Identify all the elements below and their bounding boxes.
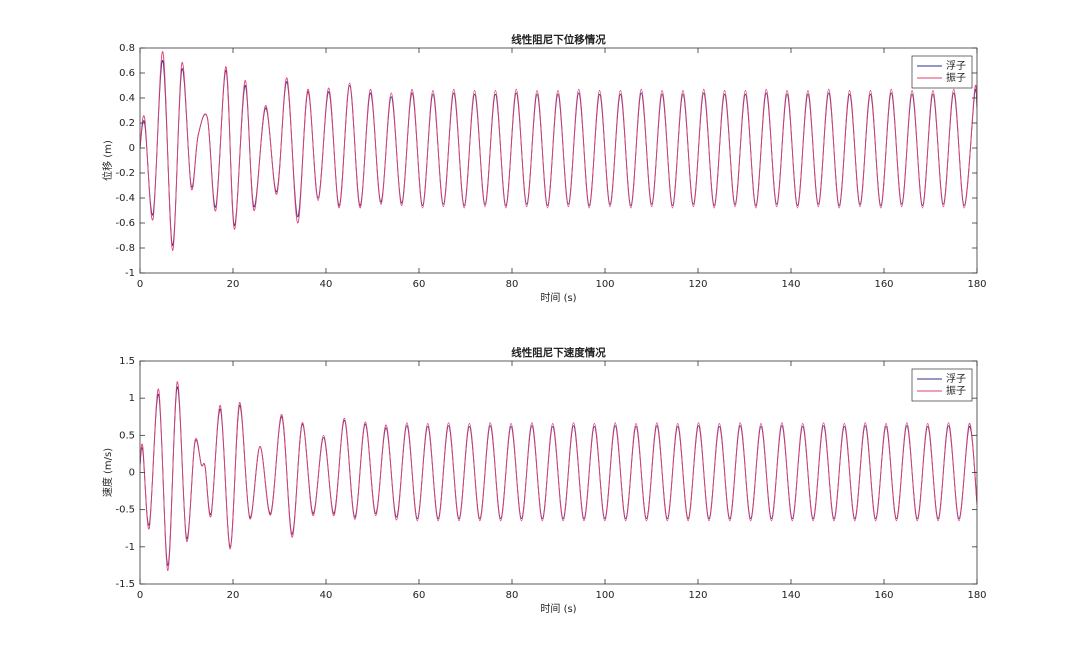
y-tick-label: -1 bbox=[125, 542, 135, 553]
y-tick-label: 1.5 bbox=[119, 356, 135, 367]
x-tick-label: 140 bbox=[781, 590, 800, 601]
legend-label: 振子 bbox=[946, 384, 966, 397]
y-tick-label: -0.8 bbox=[115, 243, 135, 254]
x-tick-label: 0 bbox=[137, 590, 143, 601]
x-tick-label: 120 bbox=[688, 279, 707, 290]
legend-label: 浮子 bbox=[946, 373, 966, 385]
y-tick-label: 0.4 bbox=[119, 93, 135, 104]
y-tick-label: -1 bbox=[125, 268, 135, 279]
x-tick-label: 0 bbox=[137, 279, 143, 290]
x-tick-label: 180 bbox=[967, 279, 986, 290]
y-tick-label: 0.5 bbox=[119, 430, 135, 441]
x-tick-label: 60 bbox=[413, 590, 426, 601]
legend-label: 浮子 bbox=[946, 60, 966, 72]
x-tick-label: 100 bbox=[595, 279, 614, 290]
y-tick-label: -0.2 bbox=[115, 168, 135, 179]
x-tick-label: 20 bbox=[227, 279, 240, 290]
y-tick-label: 0.6 bbox=[119, 68, 135, 79]
y-axis-label: 速度 (m/s) bbox=[101, 448, 114, 497]
y-axis-label: 位移 (m) bbox=[101, 140, 114, 181]
axes-box bbox=[139, 47, 978, 274]
x-tick-label: 80 bbox=[506, 590, 519, 601]
series-line bbox=[140, 51, 977, 251]
y-tick-label: 0 bbox=[129, 143, 135, 154]
x-tick-label: 40 bbox=[320, 279, 333, 290]
x-tick-label: 20 bbox=[227, 590, 240, 601]
series-line bbox=[140, 381, 977, 572]
x-tick-label: 100 bbox=[595, 590, 614, 601]
x-tick-label: 120 bbox=[688, 590, 707, 601]
y-tick-label: 0.8 bbox=[119, 43, 135, 54]
x-tick-label: 160 bbox=[874, 590, 893, 601]
x-tick-label: 140 bbox=[781, 279, 800, 290]
legend-label: 振子 bbox=[946, 71, 966, 84]
axes-background bbox=[140, 361, 977, 584]
y-tick-label: -0.5 bbox=[115, 505, 135, 516]
x-tick-label: 160 bbox=[874, 279, 893, 290]
axes-background bbox=[140, 48, 977, 273]
plot-area bbox=[140, 381, 977, 572]
x-axis-label: 时间 (s) bbox=[540, 602, 576, 615]
plot-area bbox=[140, 51, 977, 251]
y-tick-label: -0.6 bbox=[115, 218, 135, 229]
y-tick-label: -0.4 bbox=[115, 193, 135, 204]
chart-title: 线性阻尼下速度情况 bbox=[511, 346, 606, 359]
x-tick-label: 60 bbox=[413, 279, 426, 290]
legend-box bbox=[911, 368, 973, 402]
y-tick-label: 1 bbox=[129, 393, 135, 404]
y-tick-label: 0.2 bbox=[119, 118, 135, 129]
chart-title: 线性阻尼下位移情况 bbox=[511, 33, 606, 46]
x-tick-label: 40 bbox=[320, 590, 333, 601]
x-tick-label: 80 bbox=[506, 279, 519, 290]
x-tick-label: 180 bbox=[967, 590, 986, 601]
x-axis-label: 时间 (s) bbox=[540, 291, 576, 304]
y-tick-label: 0 bbox=[129, 468, 135, 479]
legend-box bbox=[911, 55, 973, 89]
y-tick-label: -1.5 bbox=[115, 579, 135, 590]
